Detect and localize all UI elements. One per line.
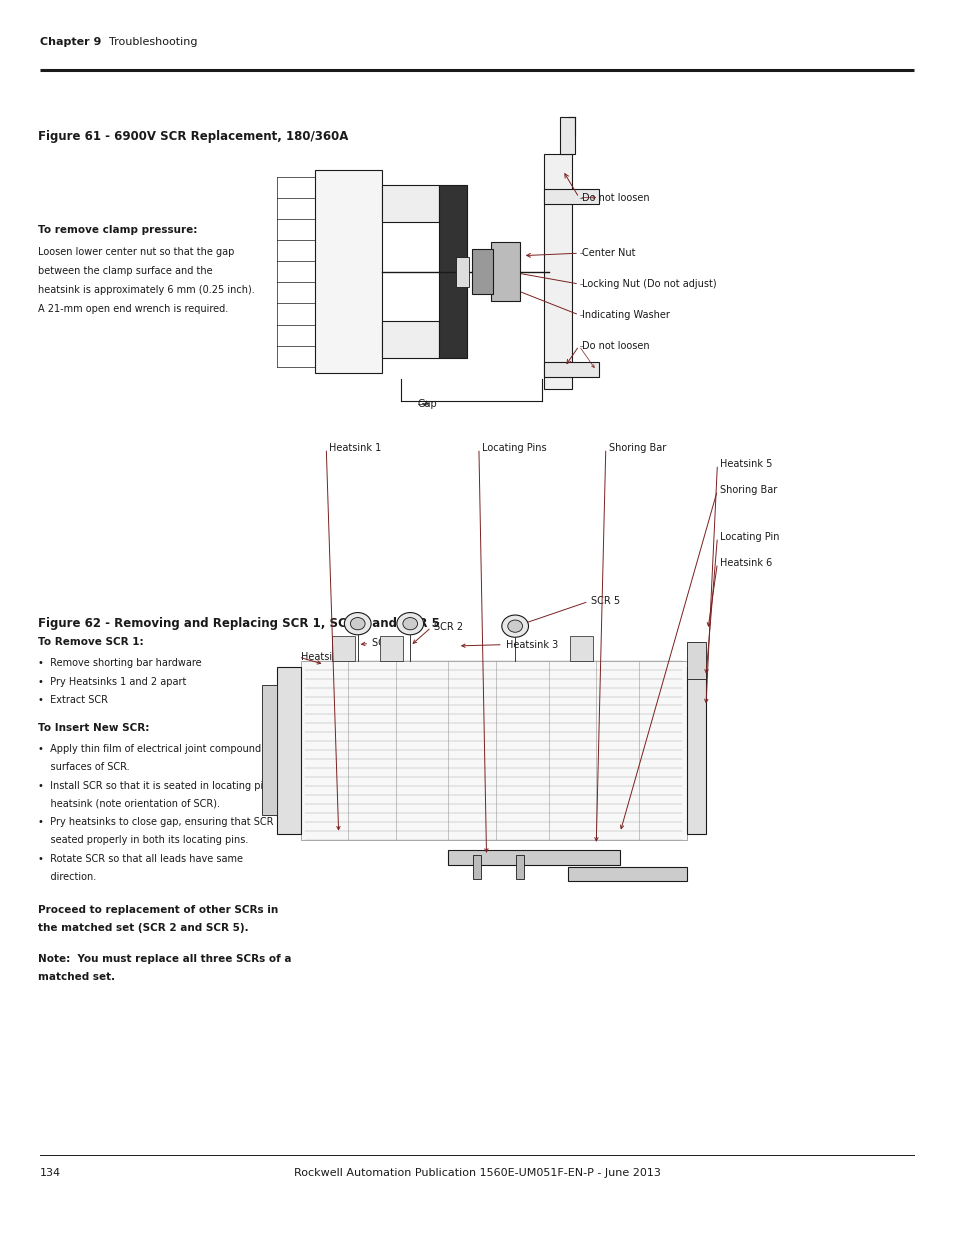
Text: Center Nut: Center Nut bbox=[581, 248, 635, 258]
Text: Figure 61 - 6900V SCR Replacement, 180/360A: Figure 61 - 6900V SCR Replacement, 180/3… bbox=[38, 130, 348, 143]
Text: Do not loosen: Do not loosen bbox=[581, 193, 649, 203]
Ellipse shape bbox=[501, 615, 528, 637]
Text: the matched set (SCR 2 and SCR 5).: the matched set (SCR 2 and SCR 5). bbox=[38, 924, 249, 934]
Bar bbox=[567, 867, 686, 881]
Ellipse shape bbox=[396, 613, 423, 635]
Text: To remove clamp pressure:: To remove clamp pressure: bbox=[38, 225, 197, 235]
Text: To Remove SCR 1:: To Remove SCR 1: bbox=[38, 637, 144, 647]
Text: Loosen lower center nut so that the gap: Loosen lower center nut so that the gap bbox=[38, 247, 234, 257]
Text: matched set.: matched set. bbox=[38, 972, 115, 982]
Text: Shoring Bar: Shoring Bar bbox=[608, 443, 665, 453]
Bar bbox=[276, 667, 300, 834]
Text: Heatsink 5: Heatsink 5 bbox=[720, 459, 772, 469]
Text: •  Remove shorting bar hardware: • Remove shorting bar hardware bbox=[38, 658, 202, 668]
Bar bbox=[570, 636, 593, 661]
FancyBboxPatch shape bbox=[491, 242, 519, 301]
Text: seated properly in both its locating pins.: seated properly in both its locating pin… bbox=[38, 835, 249, 845]
Bar bbox=[543, 189, 598, 204]
Text: •  Pry heatsinks to close gap, ensuring that SCR is: • Pry heatsinks to close gap, ensuring t… bbox=[38, 818, 284, 827]
Text: •  Rotate SCR so that all leads have same: • Rotate SCR so that all leads have same bbox=[38, 853, 243, 863]
Text: Chapter 9: Chapter 9 bbox=[40, 37, 101, 47]
Text: Proceed to replacement of other SCRs in: Proceed to replacement of other SCRs in bbox=[38, 905, 278, 915]
Text: •  Apply thin film of electrical joint compound to: • Apply thin film of electrical joint co… bbox=[38, 743, 274, 753]
Bar bbox=[543, 154, 572, 389]
Ellipse shape bbox=[350, 618, 365, 630]
Text: To Insert New SCR:: To Insert New SCR: bbox=[38, 722, 150, 732]
Text: surfaces of SCR.: surfaces of SCR. bbox=[38, 762, 130, 772]
Text: Heatsink 3: Heatsink 3 bbox=[505, 640, 558, 650]
Ellipse shape bbox=[507, 620, 522, 632]
Bar bbox=[473, 855, 480, 879]
Text: direction.: direction. bbox=[38, 872, 96, 882]
Bar bbox=[448, 850, 619, 864]
Ellipse shape bbox=[344, 613, 371, 635]
Bar bbox=[543, 362, 598, 377]
Bar bbox=[300, 661, 686, 840]
Bar bbox=[381, 321, 438, 358]
Text: Locking Nut (Do not adjust): Locking Nut (Do not adjust) bbox=[581, 279, 716, 289]
Text: Gap: Gap bbox=[417, 399, 437, 409]
Text: heatsink is approximately 6 mm (0.25 inch).: heatsink is approximately 6 mm (0.25 inc… bbox=[38, 285, 254, 295]
FancyBboxPatch shape bbox=[456, 257, 469, 287]
Text: A 21-mm open end wrench is required.: A 21-mm open end wrench is required. bbox=[38, 305, 228, 315]
Text: •  Extract SCR: • Extract SCR bbox=[38, 695, 108, 705]
Bar bbox=[516, 855, 523, 879]
Bar bbox=[559, 117, 575, 154]
Bar bbox=[332, 636, 355, 661]
Text: Heatsink 6: Heatsink 6 bbox=[720, 558, 772, 568]
Text: Indicating Washer: Indicating Washer bbox=[581, 310, 669, 320]
Bar bbox=[438, 185, 467, 358]
Ellipse shape bbox=[402, 618, 417, 630]
Text: SCR 5: SCR 5 bbox=[591, 597, 620, 606]
Text: between the clamp surface and the: between the clamp surface and the bbox=[38, 267, 213, 277]
Text: Locating Pin: Locating Pin bbox=[720, 532, 779, 542]
Text: Shoring Bar: Shoring Bar bbox=[720, 485, 777, 495]
Text: Locating Pins: Locating Pins bbox=[481, 443, 546, 453]
Text: Note:  You must replace all three SCRs of a: Note: You must replace all three SCRs of… bbox=[38, 953, 292, 963]
FancyBboxPatch shape bbox=[472, 249, 493, 294]
Bar bbox=[262, 685, 276, 815]
Text: •  Install SCR so that it is seated in locating pin of: • Install SCR so that it is seated in lo… bbox=[38, 781, 282, 790]
Text: SCR 2: SCR 2 bbox=[434, 622, 463, 632]
Bar bbox=[686, 642, 705, 679]
Text: Heatsink 2: Heatsink 2 bbox=[301, 652, 354, 662]
Bar bbox=[686, 667, 705, 834]
Bar bbox=[314, 170, 381, 373]
Text: Rockwell Automation Publication 1560E-UM051F-EN-P - June 2013: Rockwell Automation Publication 1560E-UM… bbox=[294, 1168, 659, 1178]
Bar bbox=[379, 636, 402, 661]
Text: SCR 1: SCR 1 bbox=[372, 638, 400, 648]
Text: Troubleshooting: Troubleshooting bbox=[109, 37, 197, 47]
Text: 134: 134 bbox=[40, 1168, 61, 1178]
Text: Figure 62 - Removing and Replacing SCR 1, SCR 2 and SCR 5: Figure 62 - Removing and Replacing SCR 1… bbox=[38, 618, 439, 631]
Bar bbox=[381, 185, 438, 222]
Text: Do not loosen: Do not loosen bbox=[581, 341, 649, 351]
Text: •  Pry Heatsinks 1 and 2 apart: • Pry Heatsinks 1 and 2 apart bbox=[38, 677, 187, 687]
Text: Heatsink 1: Heatsink 1 bbox=[329, 443, 381, 453]
Text: heatsink (note orientation of SCR).: heatsink (note orientation of SCR). bbox=[38, 799, 220, 809]
